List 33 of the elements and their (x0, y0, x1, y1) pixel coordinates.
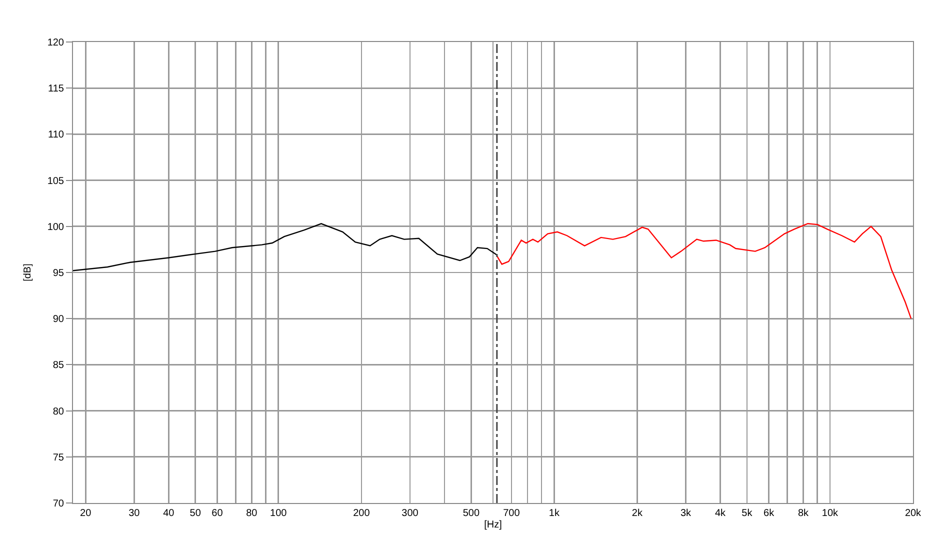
x-tick-label: 60 (212, 508, 224, 519)
x-tick-label: 5k (742, 508, 754, 519)
y-tick-label: 80 (52, 406, 64, 418)
y-tick-label: 105 (47, 176, 64, 187)
x-tick-label: 4k (714, 508, 727, 519)
y-tick-label: 110 (48, 130, 64, 141)
y-tick-label: 95 (52, 268, 64, 279)
y-axis-title: [dB] (22, 263, 34, 282)
x-tick-label: 10k (822, 508, 840, 519)
x-tick-label: 1k (548, 508, 560, 519)
x-tick-label: 50 (190, 508, 202, 519)
x-tick-label: 2k (632, 508, 644, 519)
x-tick-label: 3k (680, 508, 692, 519)
x-tick-label: 500 (462, 508, 480, 519)
x-tick-label: 8k (798, 508, 810, 519)
y-tick-label: 115 (48, 84, 64, 95)
x-tick-label: 20 (80, 508, 92, 519)
x-tick-label: 100 (270, 508, 288, 519)
x-axis-title: [Hz] (484, 520, 502, 530)
y-tick-label: 85 (52, 360, 64, 372)
y-tick-label: 120 (47, 38, 64, 48)
x-tick-label: 30 (128, 508, 140, 519)
x-tick-label: 80 (246, 508, 258, 519)
x-tick-label: 300 (402, 508, 419, 519)
x-tick-label: 40 (163, 508, 175, 519)
x-tick-label: 20k (904, 508, 922, 519)
x-tick-label: 200 (353, 508, 370, 519)
y-tick-label: 90 (52, 314, 64, 326)
y-tick-label: 100 (47, 222, 64, 233)
y-tick-label: 70 (52, 498, 64, 510)
x-tick-label: 6k (764, 508, 776, 519)
y-tick-label: 75 (52, 452, 64, 464)
x-tick-label: 700 (503, 508, 520, 519)
